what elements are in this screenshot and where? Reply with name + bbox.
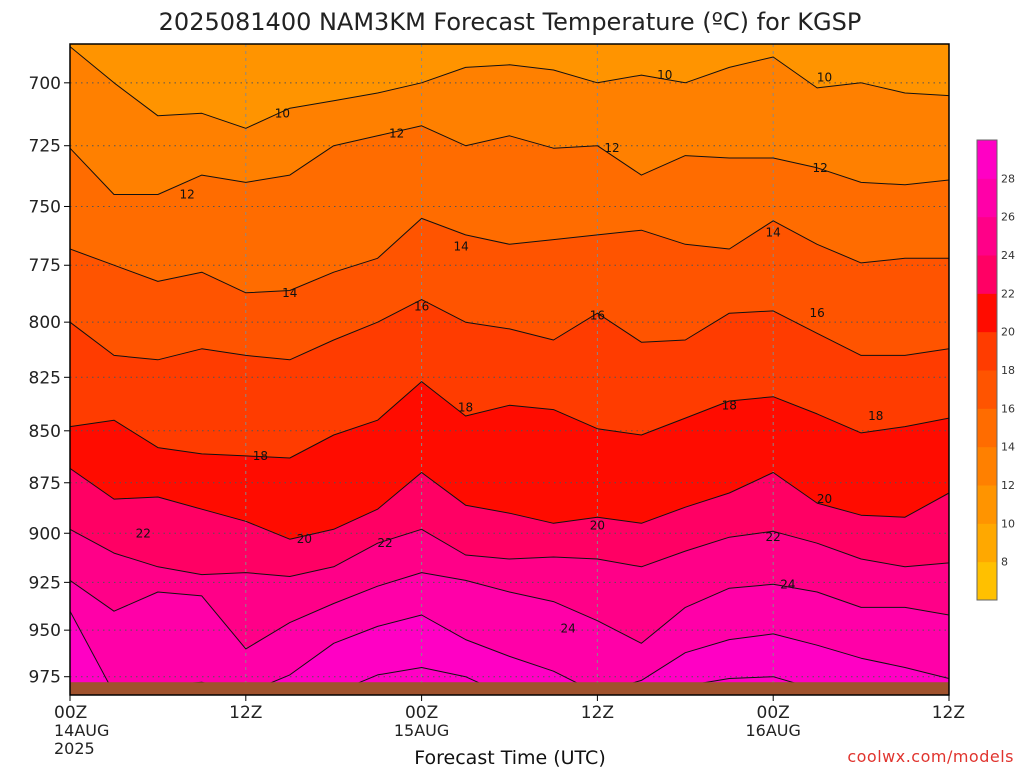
chart-title: 2025081400 NAM3KM Forecast Temperature (…: [159, 8, 862, 36]
gridlines: [70, 44, 949, 695]
y-tick-label: 775: [29, 256, 61, 276]
contour-label: 12: [604, 141, 619, 155]
plot-frame: [69, 43, 950, 696]
contour-label: 24: [780, 577, 795, 591]
y-tick-label: 700: [29, 74, 61, 94]
colorbar-segment: [977, 140, 997, 179]
contour-label: 16: [810, 306, 825, 320]
contour-label: 18: [868, 409, 883, 423]
x-tick-sublabel: 14AUG: [54, 721, 109, 740]
colorbar-label: 14: [1001, 441, 1015, 454]
contour-label: 20: [590, 518, 605, 532]
colorbar-label: 16: [1001, 402, 1015, 415]
contour-label: 14: [766, 226, 781, 240]
colorbar-label: 10: [1001, 517, 1015, 530]
x-tick-label: 12Z: [932, 703, 965, 723]
contour-line-16: [70, 299, 949, 361]
colorbar-segment: [977, 293, 997, 333]
colorbar-label: 28: [1001, 172, 1015, 185]
colorbar-label: 12: [1001, 479, 1015, 492]
contour-label: 16: [590, 308, 605, 322]
contour-label: 14: [282, 286, 297, 300]
x-tick-sublabel: 15AUG: [394, 721, 449, 740]
colorbar-segment: [977, 216, 997, 256]
x-tick-label: 00Z: [405, 703, 438, 723]
x-tick-sublabel: 2025: [54, 739, 95, 758]
contour-label: 10: [817, 71, 832, 85]
contour-label: 22: [766, 530, 781, 544]
y-tick-label: 750: [29, 197, 61, 217]
y-tick-label: 800: [29, 313, 61, 333]
y-tick-label: 950: [29, 621, 61, 641]
contour-label: 10: [657, 68, 672, 82]
y-tick-label: 725: [29, 137, 61, 157]
x-tick-label: 12Z: [581, 703, 614, 723]
contour-label: 16: [414, 299, 429, 313]
colorbar-segment: [977, 370, 997, 409]
x-tick-sublabel: 16AUG: [745, 721, 800, 740]
contour-label: 18: [253, 449, 268, 463]
y-tick-label: 925: [29, 573, 61, 593]
colorbar-segment: [977, 561, 997, 601]
contour-label: 20: [297, 532, 312, 546]
colorbar-segment: [977, 523, 997, 563]
band-26: [70, 611, 949, 695]
y-tick-label: 900: [29, 524, 61, 544]
x-tick-label: 00Z: [757, 703, 790, 723]
contour-label: 10: [275, 106, 290, 120]
colorbar-label: 24: [1001, 249, 1015, 262]
colorbar-label: 20: [1001, 326, 1015, 339]
credit-text: coolwx.com/models: [847, 747, 1014, 766]
contour-label: 18: [458, 400, 473, 414]
colorbar-segment: [977, 446, 997, 486]
colorbar-segment: [977, 178, 997, 218]
contour-label: 22: [136, 526, 151, 540]
y-axis: 700 725 750 775 800 825 850 875 900 925 950 975: [29, 74, 70, 688]
y-tick-label: 875: [29, 474, 61, 494]
y-tick-label: 975: [29, 668, 61, 688]
y-tick-label: 850: [29, 422, 61, 442]
contour-label: 24: [560, 621, 575, 635]
contour-labels: 10 10 10 12 12 12 12 14 14 14 16 16 16 18 18 18 18 20 20 20…: [136, 68, 884, 635]
contour-line-22: [70, 528, 949, 577]
contour-line-14: [70, 217, 949, 294]
contour-label: 12: [812, 161, 827, 175]
plot-area: 10 10 10 12 12 12 12 14 14 14 16 16 16 18 18 18 18 20 20 20…: [70, 44, 949, 695]
y-tick-label: 825: [29, 368, 61, 388]
colorbar-segment: [977, 331, 997, 371]
colorbar: 8 10 12 14 16 18 20 22 24 26 28: [976, 139, 1015, 601]
contour-label: 18: [722, 398, 737, 412]
x-axis-title: Forecast Time (UTC): [414, 747, 605, 768]
colorbar-label: 8: [1001, 556, 1008, 569]
colorbar-label: 18: [1001, 364, 1015, 377]
contour-line-18: [70, 381, 949, 459]
colorbar-frame: [976, 139, 998, 601]
colorbar-segment: [977, 255, 997, 294]
contour-label: 22: [377, 536, 392, 550]
temperature-bands: [70, 44, 949, 695]
colorbar-segment: [977, 485, 997, 524]
colorbar-label: 22: [1001, 287, 1015, 300]
contour-line-12: [70, 125, 949, 195]
colorbar-segment: [977, 408, 997, 448]
contour-line-10: [70, 46, 949, 129]
contour-label: 14: [454, 240, 469, 254]
x-tick-label: 12Z: [229, 703, 262, 723]
contour-label: 20: [817, 492, 832, 506]
colorbar-label: 26: [1001, 211, 1015, 224]
contour-label: 12: [389, 126, 404, 140]
contour-line-24: [70, 572, 949, 650]
x-tick-label: 00Z: [54, 703, 87, 723]
contour-label: 12: [180, 187, 195, 201]
ground-level: [70, 682, 949, 695]
contour-line-20: [70, 467, 949, 540]
